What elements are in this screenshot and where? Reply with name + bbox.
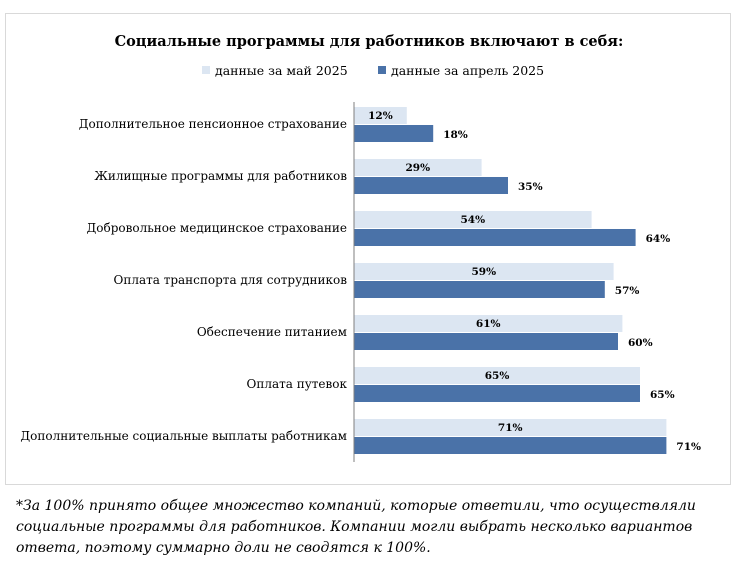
legend: данные за май 2025 данные за апрель 2025 [202, 63, 544, 78]
category-label: Оплата путевок [247, 377, 348, 391]
category-label: Жилищные программы для работников [94, 169, 347, 183]
bar-april-2025 [354, 177, 508, 194]
value-label: 71% [676, 441, 701, 453]
bar-april-2025 [354, 229, 636, 246]
category-label: Оплата транспорта для сотрудников [113, 273, 347, 287]
category-label: Обеспечение питанием [197, 325, 347, 339]
bar-april-2025 [354, 281, 605, 298]
value-label: 61% [476, 318, 501, 330]
legend-label-2: данные за апрель 2025 [391, 63, 544, 78]
value-label: 59% [472, 266, 497, 278]
value-label: 18% [443, 129, 468, 141]
bar-may-2025 [354, 107, 407, 124]
bar-april-2025 [354, 385, 640, 402]
chart-title: Социальные программы для работников вклю… [115, 33, 624, 50]
bar-april-2025 [354, 125, 434, 142]
chart-frame: Социальные программы для работников вклю… [5, 13, 731, 485]
bar-may-2025 [354, 367, 640, 384]
value-label: 65% [650, 389, 675, 401]
bar-april-2025 [354, 437, 667, 454]
value-label: 60% [628, 337, 653, 349]
legend-swatch-2 [378, 66, 386, 74]
value-labels: 12% 18% 29% 35% 54% 64% 59% 57% 61% 60% 65% 65% 71% 7… [368, 110, 701, 453]
category-label: Дополнительное пенсионное страхование [79, 117, 347, 131]
bar-may-2025 [354, 263, 614, 280]
category-label: Добровольное медицинское страхование [87, 221, 347, 235]
category-label: Дополнительные социальные выплаты работн… [20, 429, 347, 443]
legend-swatch-1 [202, 66, 210, 74]
legend-label-1: данные за май 2025 [215, 63, 348, 78]
bar-april-2025 [354, 333, 618, 350]
bar-may-2025 [354, 159, 482, 176]
value-label: 64% [646, 233, 671, 245]
category-labels: Дополнительное пенсионное страхование Жил… [20, 117, 347, 443]
footnote: *За 100% принято общее множество компани… [16, 498, 696, 556]
bar-may-2025 [354, 211, 592, 228]
bar-may-2025 [354, 419, 667, 436]
value-label: 29% [406, 162, 431, 174]
value-label: 65% [485, 370, 510, 382]
bars [354, 107, 667, 454]
bar-may-2025 [354, 315, 623, 332]
value-label: 12% [368, 110, 393, 122]
value-label: 54% [461, 214, 486, 226]
value-label: 57% [615, 285, 640, 297]
value-label: 35% [518, 181, 543, 193]
value-label: 71% [498, 422, 523, 434]
bar-chart: Социальные программы для работников вклю… [20, 33, 701, 462]
